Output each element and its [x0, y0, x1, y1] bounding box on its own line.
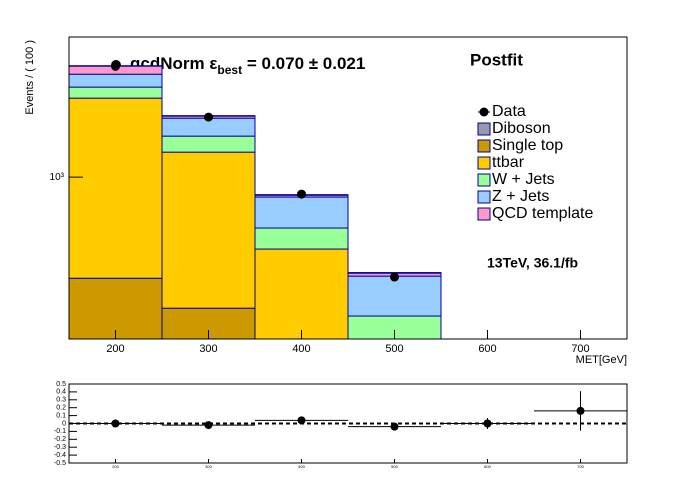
ratio-y-tick-label: -0.3: [54, 444, 66, 451]
legend-label: Data: [492, 103, 526, 120]
legend-label: Z + Jets: [492, 188, 549, 205]
ratio-point: [391, 423, 399, 431]
x-tick-label: 400: [292, 343, 310, 355]
ratio-point: [484, 420, 492, 428]
ratio-y-tick-label: -0.1: [54, 428, 66, 435]
x-tick-label: 600: [478, 343, 496, 355]
data-point: [204, 113, 213, 122]
y-tick-label: 10³: [50, 172, 65, 183]
ratio-y-tick-label: -0.5: [54, 460, 66, 467]
ratio-y-tick-label: 0.3: [56, 397, 66, 404]
legend-swatch: [478, 174, 490, 186]
legend-label: Single top: [492, 137, 563, 154]
bar-segment: [348, 276, 441, 316]
bar-segment: [255, 197, 348, 228]
bar-segment: [255, 249, 348, 339]
ratio-y-tick-label: 0.4: [56, 389, 66, 396]
legend-swatch: [478, 208, 490, 220]
legend-label: QCD template: [492, 205, 593, 222]
ratio-y-tick-label: 0.1: [56, 412, 66, 419]
ratio-point: [205, 421, 213, 429]
legend-swatch: [478, 140, 490, 152]
ratio-y-tick-label: 0.2: [56, 405, 66, 412]
ratio-y-tick-label: -0.2: [54, 436, 66, 443]
x-tick-label: 300: [199, 343, 217, 355]
ratio-x-tick-label: 400: [298, 464, 305, 469]
legend-label: ttbar: [492, 154, 525, 171]
data-point: [390, 273, 399, 282]
legend-label: W + Jets: [492, 171, 555, 188]
data-point: [111, 62, 120, 71]
bar-segment: [69, 98, 162, 278]
annotation-text: = 0.070 ± 0.021: [242, 54, 365, 73]
x-tick-label: 200: [106, 343, 124, 355]
ratio-x-tick-label: 500: [391, 464, 398, 469]
bar-segment: [69, 74, 162, 87]
ratio-x-tick-label: 700: [577, 464, 584, 469]
ratio-y-tick-label: 0.5: [56, 381, 66, 388]
legend-swatch: [478, 157, 490, 169]
bar-segment: [162, 152, 255, 308]
ratio-point: [298, 416, 306, 424]
plot-label: Postfit: [470, 50, 523, 69]
legend-swatch: [478, 123, 490, 135]
data-point: [297, 190, 306, 199]
x-tick-label: 500: [385, 343, 403, 355]
legend-swatch: [478, 191, 490, 203]
bar-segment: [162, 136, 255, 152]
ratio-x-tick-label: 200: [112, 464, 119, 469]
ratio-y-tick-label: -0.4: [54, 452, 66, 459]
annotation-sub: best: [217, 63, 242, 77]
bar-segment: [69, 87, 162, 98]
bar-segment: [255, 228, 348, 249]
bar-segment: [69, 278, 162, 339]
lumi-label: 13TeV, 36.1/fb: [487, 255, 578, 271]
legend-label: Diboson: [492, 120, 551, 137]
ratio-x-tick-label: 600: [484, 464, 491, 469]
ratio-point: [577, 407, 585, 415]
ratio-y-tick-label: 0: [62, 420, 66, 427]
ratio-point: [112, 420, 120, 428]
x-axis-title: MET[GeV]: [576, 354, 627, 366]
ratio-x-tick-label: 300: [205, 464, 212, 469]
y-axis-title: Events / ( 100 ): [24, 40, 36, 115]
x-tick-label: 700: [571, 343, 589, 355]
